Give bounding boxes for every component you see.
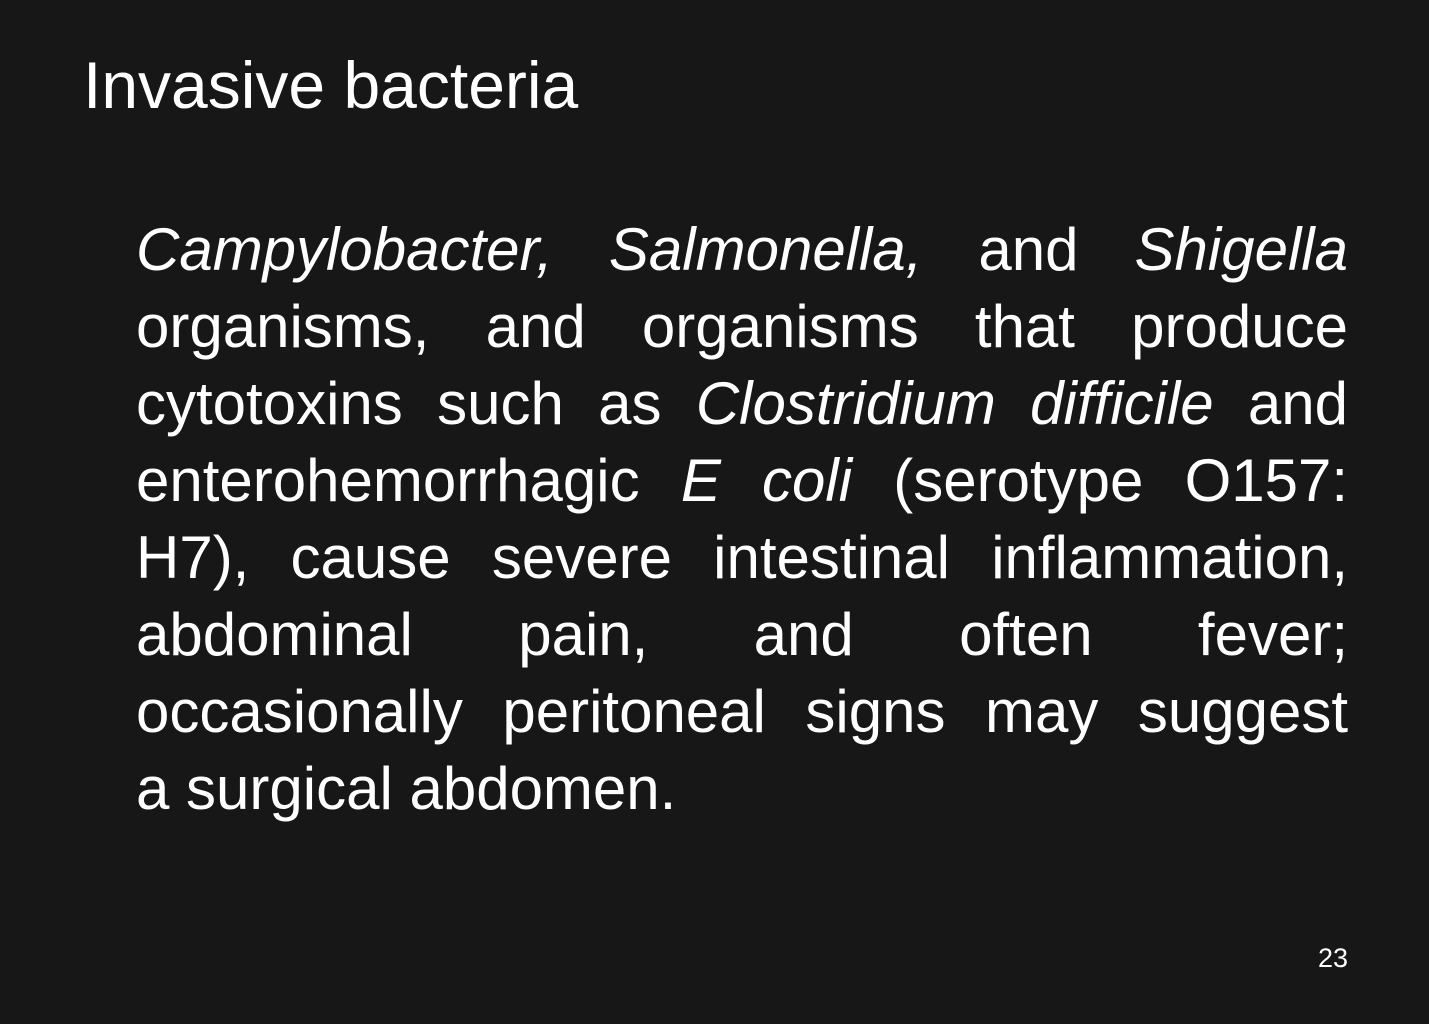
italic-term: E coli: [680, 447, 853, 514]
text-run: enterohemorrhagic: [136, 447, 640, 514]
text-run: cytotoxins such as: [136, 370, 662, 437]
text-run: and: [1247, 370, 1348, 437]
paragraph-line: a surgical abdomen.: [136, 750, 1348, 827]
text-run: abdominal pain, and often fever;: [136, 601, 1348, 668]
text-run: (serotype O157:: [893, 447, 1349, 514]
paragraph-line: occasionally peritoneal signs may sugges…: [136, 673, 1348, 750]
slide-title: Invasive bacteria: [83, 48, 579, 122]
text-run: H7), cause severe intestinal inflammatio…: [136, 524, 1348, 591]
text-run: occasionally peritoneal signs may sugges…: [136, 678, 1348, 745]
paragraph-line: abdominal pain, and often fever;: [136, 596, 1348, 673]
paragraph-line: cytotoxins such as Clostridium difficile…: [136, 365, 1348, 442]
italic-term: Clostridium difficile: [695, 370, 1214, 437]
paragraph-line: H7), cause severe intestinal inflammatio…: [136, 519, 1348, 596]
text-run: and: [978, 216, 1079, 283]
italic-term: Shigella: [1134, 216, 1349, 283]
paragraph-line: organisms, and organisms that produce: [136, 288, 1348, 365]
text-run: organisms, and organisms that produce: [136, 293, 1348, 360]
paragraph-line: Campylobacter, Salmonella, and Shigella: [136, 211, 1348, 288]
page-number: 23: [1317, 943, 1348, 973]
italic-term: Campylobacter,: [136, 216, 553, 283]
text-run: a surgical abdomen.: [136, 755, 677, 822]
slide-body-paragraph: Campylobacter, Salmonella, and Shigella o…: [136, 211, 1348, 827]
paragraph-line: enterohemorrhagic E coli (serotype O157:: [136, 442, 1348, 519]
italic-term: Salmonella,: [608, 216, 923, 283]
